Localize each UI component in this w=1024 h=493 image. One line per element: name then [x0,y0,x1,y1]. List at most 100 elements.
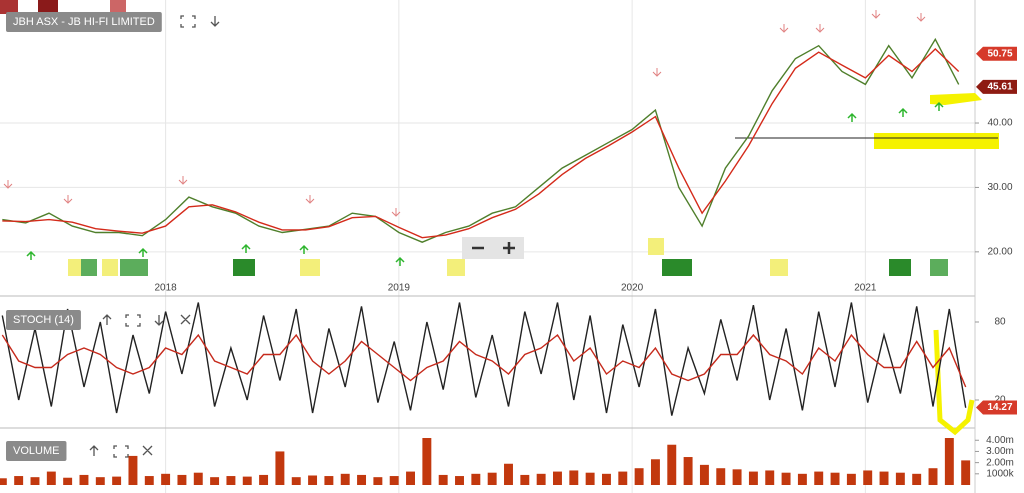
volume-bar [422,438,432,485]
panel-title-box [6,441,67,461]
panel-title: JBH ASX - JB HI-FI LIMITED [13,16,155,28]
y-tick-label: 30.00 [987,182,1012,193]
x-tick-label: 2021 [854,283,877,294]
x-tick-label: 2018 [154,283,177,294]
volume-bar [536,473,546,485]
volume-bar [699,464,709,485]
series-line [1,302,967,416]
volume-bar [112,476,122,485]
volume-bar [487,472,497,485]
volume-bar [30,477,40,485]
zoom-icons[interactable] [472,242,515,254]
volume-bar [895,472,905,485]
value-tag-label: 50.75 [987,48,1012,59]
volume-bar [324,476,334,485]
volume-bar [455,476,464,485]
y-tick-label: 40.00 [987,118,1012,129]
volume-bar [226,476,236,485]
volume-bar [128,455,138,485]
highlight-stroke [933,329,975,436]
volume-bar [373,477,383,485]
volume-bar [830,472,840,485]
volume-bar [46,471,56,485]
sell-arrows [3,10,926,217]
series-line [1,333,967,388]
y-tick-label: 1000k [986,468,1014,479]
volume-bar [406,471,415,485]
volume-bar [95,477,105,485]
volume-bar [438,474,448,485]
volume-bar [340,473,350,485]
buy-arrows [26,101,944,266]
volume-bar [846,473,856,485]
volume-bar [275,451,285,485]
volume-bar [144,476,154,485]
volume-bar [879,471,889,485]
volume-bar [748,471,758,485]
y-tick-label: 3.00m [986,446,1014,457]
volume-bar [601,473,611,485]
volume-bar [210,477,220,485]
volume-bar [667,444,677,485]
series-line [2,37,960,243]
volume-bar [683,457,693,485]
volume-bar [161,473,171,485]
volume-bar [569,470,579,485]
x-tick-label: 2019 [388,283,411,294]
volume-bar [177,474,187,485]
volume-bar [716,468,726,485]
volume-bar [618,471,628,485]
zoom-controls[interactable] [462,237,524,259]
volume-bar [242,476,252,485]
volume-bar [504,463,513,485]
volume-bar [732,469,742,485]
volume-bar [308,475,318,485]
volume-bar [863,470,873,485]
toolbar-icons[interactable] [89,15,220,458]
volume-bar [14,476,24,485]
y-tick-label: 2.00m [986,457,1014,468]
value-tag [976,46,1017,61]
volume-bar [63,477,73,485]
value-tag-label: 45.61 [987,82,1012,93]
volume-bar [797,473,807,485]
volume-bar [79,474,89,485]
volume-bar [0,478,7,485]
volume-bar [928,468,938,485]
volume-bar [650,459,660,485]
value-tag [976,400,1017,415]
volume-bar [389,476,399,485]
panel-title: VOLUME [13,445,59,457]
highlight [930,93,982,105]
marks [0,37,971,485]
y-tick-label: 80 [994,317,1006,328]
volume-bar [634,468,644,485]
volume-bar [291,477,301,485]
series-line [2,48,960,239]
volume-bar [553,471,562,485]
value-tag-label: 14.27 [987,402,1012,413]
volume-bar [814,471,824,485]
panel-title-box [6,12,162,32]
y-tick-label: 4.00m [986,435,1014,446]
volume-bar [765,470,775,485]
panel-title-box [6,310,81,330]
volume-bar [961,460,971,485]
volume-bar [781,472,791,485]
event-markers [0,0,948,276]
volume-bar [357,474,367,485]
volume-bar [193,472,203,485]
volume-bar [471,473,481,485]
x-tick-label: 2020 [621,283,644,294]
volume-bar [520,474,530,485]
volume-bar [912,473,922,485]
panel-title: STOCH (14) [13,314,74,326]
value-tag [976,79,1017,94]
volume-bar [585,472,595,485]
y-tick-label: 20.00 [987,246,1012,257]
grid [0,0,975,493]
y-tick-label: 20 [994,395,1006,406]
volume-bar [259,474,269,485]
highlight [874,133,999,149]
